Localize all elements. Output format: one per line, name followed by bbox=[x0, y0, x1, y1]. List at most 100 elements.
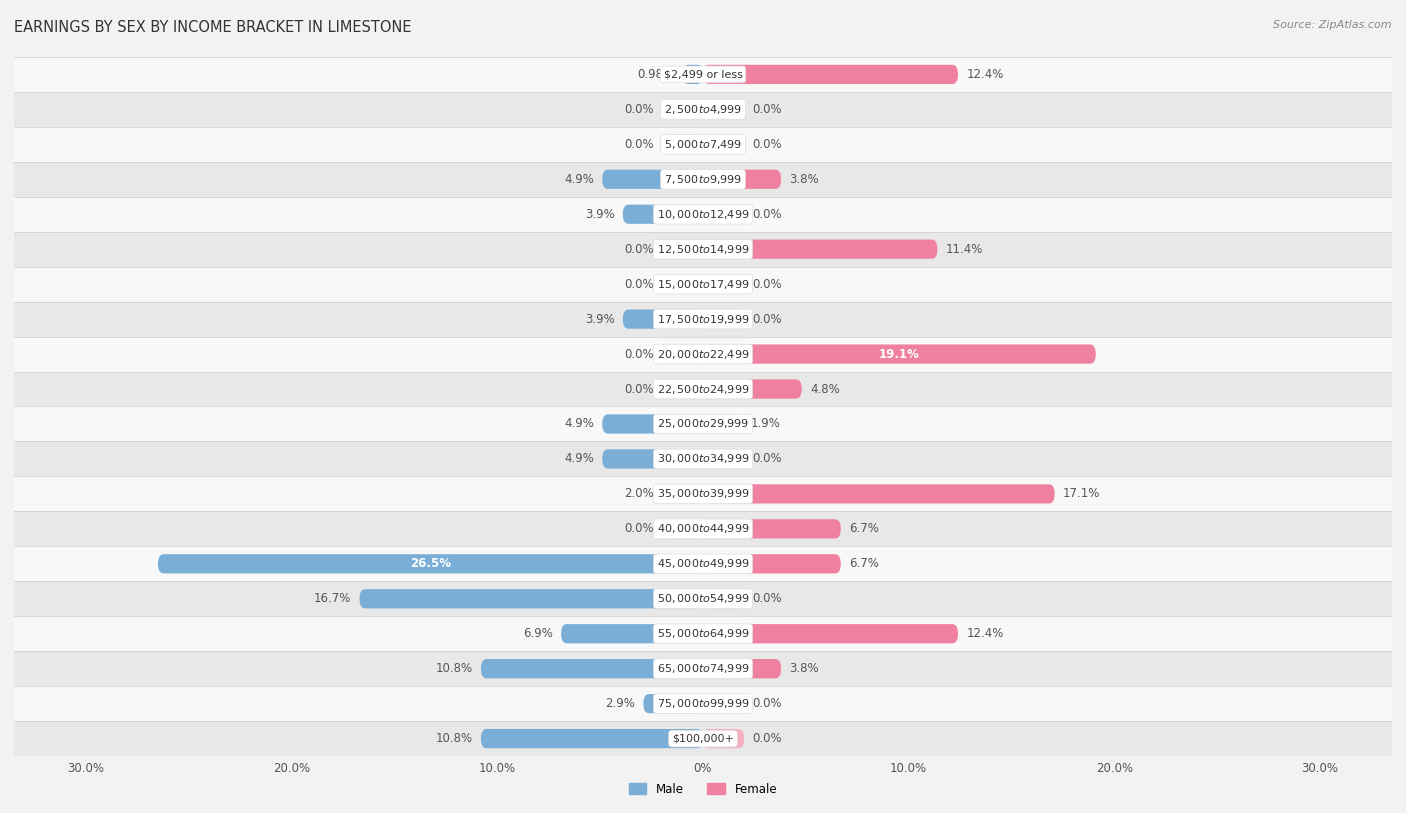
FancyBboxPatch shape bbox=[703, 485, 1054, 503]
Text: $15,000 to $17,499: $15,000 to $17,499 bbox=[657, 278, 749, 290]
FancyBboxPatch shape bbox=[703, 694, 744, 713]
Text: $17,500 to $19,999: $17,500 to $19,999 bbox=[657, 313, 749, 325]
Bar bbox=[4, 686, 1402, 721]
Text: 6.7%: 6.7% bbox=[849, 523, 879, 535]
Bar bbox=[4, 441, 1402, 476]
Text: 16.7%: 16.7% bbox=[314, 593, 352, 605]
Bar bbox=[4, 476, 1402, 511]
Text: $65,000 to $74,999: $65,000 to $74,999 bbox=[657, 663, 749, 675]
Bar bbox=[4, 337, 1402, 372]
Text: $20,000 to $22,499: $20,000 to $22,499 bbox=[657, 348, 749, 360]
Text: $25,000 to $29,999: $25,000 to $29,999 bbox=[657, 418, 749, 430]
FancyBboxPatch shape bbox=[703, 205, 744, 224]
FancyBboxPatch shape bbox=[662, 100, 703, 119]
Text: $50,000 to $54,999: $50,000 to $54,999 bbox=[657, 593, 749, 605]
Text: 3.9%: 3.9% bbox=[585, 313, 614, 325]
Text: Source: ZipAtlas.com: Source: ZipAtlas.com bbox=[1274, 20, 1392, 30]
Text: 6.9%: 6.9% bbox=[523, 628, 553, 640]
Text: $75,000 to $99,999: $75,000 to $99,999 bbox=[657, 698, 749, 710]
FancyBboxPatch shape bbox=[703, 415, 742, 433]
Text: 0.0%: 0.0% bbox=[624, 348, 654, 360]
FancyBboxPatch shape bbox=[703, 65, 957, 84]
FancyBboxPatch shape bbox=[703, 729, 744, 748]
FancyBboxPatch shape bbox=[481, 659, 703, 678]
Bar bbox=[4, 127, 1402, 162]
Bar bbox=[4, 581, 1402, 616]
Text: 0.0%: 0.0% bbox=[752, 453, 782, 465]
Text: 3.9%: 3.9% bbox=[585, 208, 614, 220]
FancyBboxPatch shape bbox=[662, 240, 703, 259]
Text: 12.4%: 12.4% bbox=[966, 68, 1004, 80]
FancyBboxPatch shape bbox=[644, 694, 703, 713]
Text: 0.0%: 0.0% bbox=[624, 383, 654, 395]
Text: $100,000+: $100,000+ bbox=[672, 733, 734, 744]
Text: EARNINGS BY SEX BY INCOME BRACKET IN LIMESTONE: EARNINGS BY SEX BY INCOME BRACKET IN LIM… bbox=[14, 20, 412, 35]
Text: $7,500 to $9,999: $7,500 to $9,999 bbox=[664, 173, 742, 185]
Text: 0.0%: 0.0% bbox=[752, 278, 782, 290]
FancyBboxPatch shape bbox=[703, 520, 841, 538]
FancyBboxPatch shape bbox=[602, 450, 703, 468]
Text: 0.0%: 0.0% bbox=[752, 593, 782, 605]
Text: 10.8%: 10.8% bbox=[436, 663, 472, 675]
Text: 1.9%: 1.9% bbox=[751, 418, 780, 430]
FancyBboxPatch shape bbox=[602, 415, 703, 433]
Text: $55,000 to $64,999: $55,000 to $64,999 bbox=[657, 628, 749, 640]
Text: 12.4%: 12.4% bbox=[966, 628, 1004, 640]
FancyBboxPatch shape bbox=[703, 624, 957, 643]
Text: 3.8%: 3.8% bbox=[789, 663, 820, 675]
Text: $5,000 to $7,499: $5,000 to $7,499 bbox=[664, 138, 742, 150]
FancyBboxPatch shape bbox=[703, 275, 744, 293]
Text: $45,000 to $49,999: $45,000 to $49,999 bbox=[657, 558, 749, 570]
Bar bbox=[4, 162, 1402, 197]
FancyBboxPatch shape bbox=[703, 310, 744, 328]
FancyBboxPatch shape bbox=[481, 729, 703, 748]
Text: 2.0%: 2.0% bbox=[624, 488, 654, 500]
Bar bbox=[4, 267, 1402, 302]
Text: 3.8%: 3.8% bbox=[789, 173, 820, 185]
FancyBboxPatch shape bbox=[703, 589, 744, 608]
Bar bbox=[4, 372, 1402, 406]
Text: $22,500 to $24,999: $22,500 to $24,999 bbox=[657, 383, 749, 395]
Text: 4.9%: 4.9% bbox=[564, 453, 593, 465]
Text: $12,500 to $14,999: $12,500 to $14,999 bbox=[657, 243, 749, 255]
FancyBboxPatch shape bbox=[703, 380, 801, 398]
Text: 19.1%: 19.1% bbox=[879, 348, 920, 360]
Text: $2,500 to $4,999: $2,500 to $4,999 bbox=[664, 103, 742, 115]
Text: 0.0%: 0.0% bbox=[752, 103, 782, 115]
Text: 17.1%: 17.1% bbox=[1063, 488, 1101, 500]
Text: $40,000 to $44,999: $40,000 to $44,999 bbox=[657, 523, 749, 535]
Text: 0.0%: 0.0% bbox=[624, 243, 654, 255]
FancyBboxPatch shape bbox=[703, 345, 1095, 363]
Bar bbox=[4, 406, 1402, 441]
Text: $30,000 to $34,999: $30,000 to $34,999 bbox=[657, 453, 749, 465]
Text: 4.9%: 4.9% bbox=[564, 173, 593, 185]
Text: 0.0%: 0.0% bbox=[624, 138, 654, 150]
FancyBboxPatch shape bbox=[662, 520, 703, 538]
Text: 0.0%: 0.0% bbox=[752, 208, 782, 220]
Text: 26.5%: 26.5% bbox=[411, 558, 451, 570]
FancyBboxPatch shape bbox=[360, 589, 703, 608]
Text: 2.9%: 2.9% bbox=[605, 698, 636, 710]
FancyBboxPatch shape bbox=[703, 554, 841, 573]
FancyBboxPatch shape bbox=[623, 205, 703, 224]
Text: 4.8%: 4.8% bbox=[810, 383, 839, 395]
FancyBboxPatch shape bbox=[623, 310, 703, 328]
FancyBboxPatch shape bbox=[662, 275, 703, 293]
Text: 0.98%: 0.98% bbox=[637, 68, 675, 80]
FancyBboxPatch shape bbox=[703, 659, 782, 678]
FancyBboxPatch shape bbox=[703, 170, 782, 189]
FancyBboxPatch shape bbox=[703, 450, 744, 468]
Text: 0.0%: 0.0% bbox=[624, 278, 654, 290]
Bar bbox=[4, 616, 1402, 651]
Bar bbox=[4, 302, 1402, 337]
Legend: Male, Female: Male, Female bbox=[628, 783, 778, 796]
Text: $2,499 or less: $2,499 or less bbox=[664, 69, 742, 80]
Text: 0.0%: 0.0% bbox=[752, 138, 782, 150]
FancyBboxPatch shape bbox=[561, 624, 703, 643]
FancyBboxPatch shape bbox=[662, 345, 703, 363]
FancyBboxPatch shape bbox=[703, 135, 744, 154]
FancyBboxPatch shape bbox=[157, 554, 703, 573]
Bar bbox=[4, 57, 1402, 92]
Text: $35,000 to $39,999: $35,000 to $39,999 bbox=[657, 488, 749, 500]
FancyBboxPatch shape bbox=[602, 170, 703, 189]
